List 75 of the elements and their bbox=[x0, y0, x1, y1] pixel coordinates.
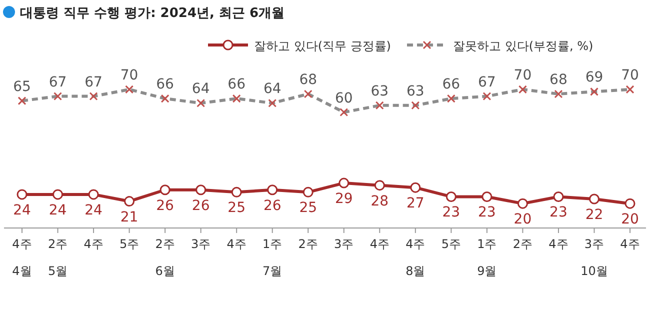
x-tick-label: 4주 4월 bbox=[12, 237, 32, 278]
x-tick-label: 4주 8월 bbox=[406, 237, 426, 278]
data-label: 26 bbox=[192, 198, 210, 214]
x-tick-label: 2주 6월 bbox=[155, 237, 175, 278]
data-label: 70 bbox=[621, 67, 639, 84]
data-label: 29 bbox=[334, 191, 353, 208]
point bbox=[231, 186, 242, 198]
data-label: 24 bbox=[48, 202, 67, 218]
point bbox=[124, 196, 135, 207]
point bbox=[160, 184, 170, 196]
data-label: 23 bbox=[550, 204, 568, 221]
data-label: 23 bbox=[478, 204, 496, 221]
data-label: 63 bbox=[406, 83, 424, 100]
data-label: 20 bbox=[514, 212, 532, 228]
point bbox=[374, 180, 385, 191]
x-tick-label: 4주 bbox=[84, 237, 104, 251]
chart-title: 대통령 직무 수행 평가: 2024년, 최근 6개월 bbox=[20, 6, 285, 21]
data-label: 60 bbox=[334, 90, 353, 106]
point bbox=[446, 191, 456, 202]
data-label: 66 bbox=[228, 76, 246, 93]
point bbox=[410, 182, 421, 193]
data-label: 26 bbox=[263, 198, 282, 214]
point bbox=[88, 189, 99, 200]
x-tick-label: 4주 bbox=[226, 237, 246, 251]
x-tick-label: 5주 bbox=[441, 237, 461, 251]
point bbox=[588, 194, 600, 204]
data-label: 24 bbox=[84, 202, 103, 218]
data-label: 23 bbox=[442, 204, 460, 221]
legend-label: 잘하고 있다(직무 긍정률) bbox=[254, 39, 391, 53]
data-label: 28 bbox=[370, 193, 389, 210]
data-label: 70 bbox=[120, 67, 138, 84]
x-tick-label: 3주 bbox=[191, 237, 211, 251]
x-tick-label: 3주 10월 bbox=[580, 237, 608, 278]
point bbox=[302, 186, 314, 198]
x-tick-label: 1주 7월 bbox=[262, 237, 282, 278]
point bbox=[517, 198, 528, 209]
data-label: 67 bbox=[84, 74, 102, 90]
data-label: 65 bbox=[13, 78, 31, 95]
data-label: 25 bbox=[299, 200, 318, 216]
data-label: 24 bbox=[13, 202, 31, 218]
legend-label: 잘못하고 있다(부정률, %) bbox=[453, 39, 594, 53]
data-label: 66 bbox=[442, 76, 460, 93]
data-label: 70 bbox=[514, 67, 532, 84]
data-label: 64 bbox=[192, 81, 210, 98]
data-label: 21 bbox=[120, 209, 138, 226]
point bbox=[196, 184, 206, 196]
data-label: 20 bbox=[621, 212, 639, 228]
data-label: 26 bbox=[156, 198, 174, 214]
point bbox=[624, 198, 636, 209]
point bbox=[52, 189, 64, 200]
point bbox=[267, 184, 278, 196]
x-tick-label: 4주 bbox=[370, 237, 390, 251]
data-label: 68 bbox=[550, 72, 568, 88]
x-tick-label: 5주 bbox=[119, 237, 140, 251]
data-label: 69 bbox=[585, 70, 604, 86]
x-tick-label: 4주 bbox=[620, 237, 640, 251]
x-tick-label: 1주 9월 bbox=[477, 237, 497, 278]
x-tick-label: 2주 bbox=[512, 237, 533, 251]
data-label: 68 bbox=[299, 72, 318, 88]
x-tick-label: 2주 5월 bbox=[48, 237, 68, 278]
data-label: 63 bbox=[370, 83, 389, 100]
x-tick-label: 3주 bbox=[334, 237, 354, 251]
data-label: 22 bbox=[585, 207, 604, 224]
data-label: 67 bbox=[478, 74, 496, 90]
data-label: 66 bbox=[156, 76, 174, 93]
point bbox=[16, 189, 28, 200]
data-label: 25 bbox=[228, 200, 246, 216]
data-label: 27 bbox=[406, 196, 424, 212]
point bbox=[553, 191, 564, 202]
x-tick-label: 2주 bbox=[298, 237, 318, 251]
point bbox=[338, 178, 350, 188]
data-label: 64 bbox=[263, 81, 282, 98]
data-label: 67 bbox=[48, 74, 67, 90]
x-tick-label: 4주 bbox=[548, 237, 568, 251]
point bbox=[482, 191, 492, 202]
